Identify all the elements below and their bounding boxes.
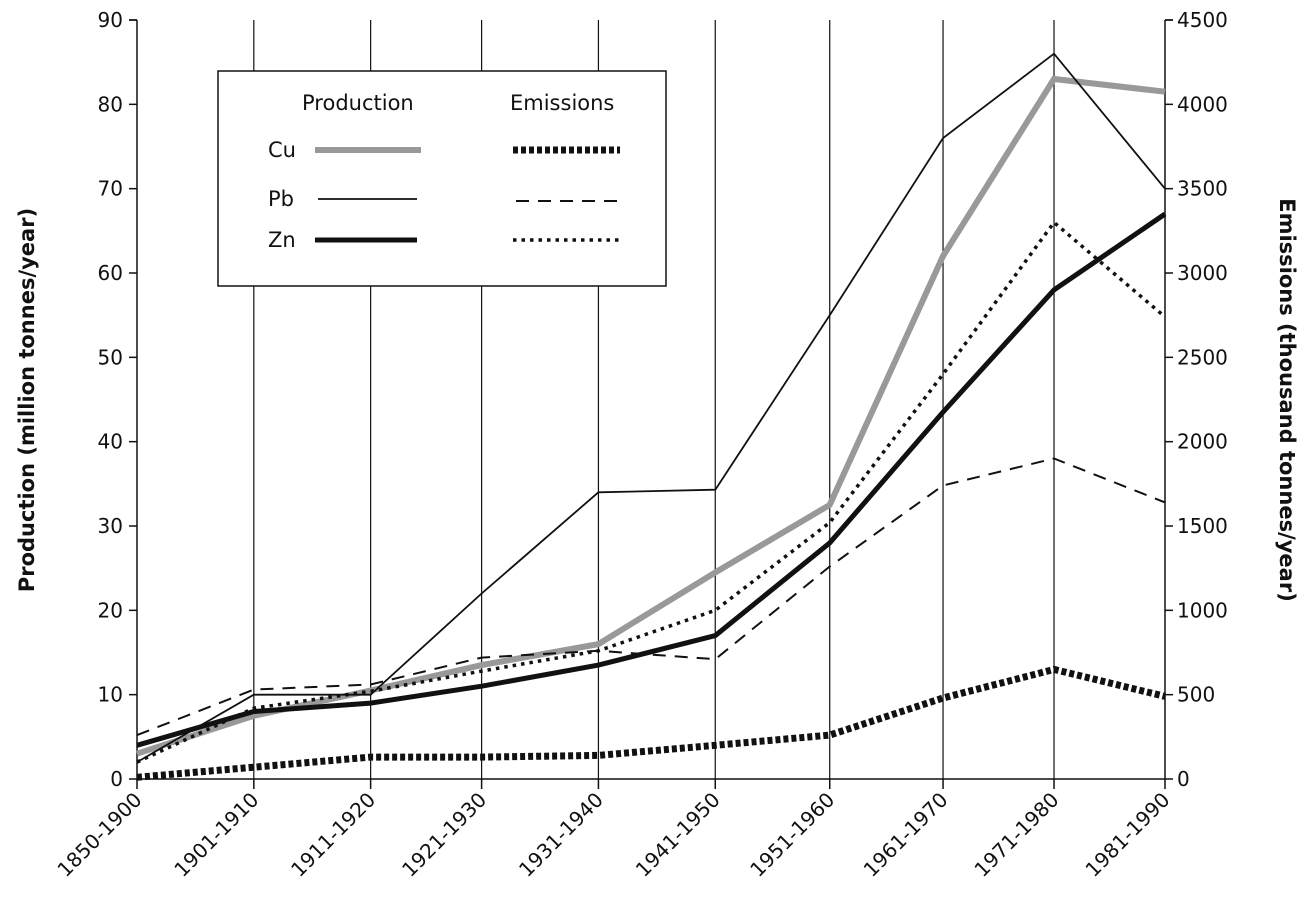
series-lines xyxy=(136,52,1167,781)
right-tick-label-3000: 3000 xyxy=(1177,261,1228,285)
x-tick-label-1951-1960: 1951-1960 xyxy=(745,788,839,882)
right-axis-ticks: 0 500 1000 1500 2000 2500 3000 3500 4000 4500 xyxy=(1165,8,1228,791)
legend-emissions-header: Emissions xyxy=(510,91,614,115)
legend-label-pb: Pb xyxy=(268,187,294,211)
x-tick-label-1981-1990: 1981-1990 xyxy=(1080,788,1174,882)
left-tick-label-30: 30 xyxy=(98,514,123,538)
x-tick-label-1921-1930: 1921-1930 xyxy=(397,788,491,882)
right-tick-label-3500: 3500 xyxy=(1177,177,1228,201)
x-tick-label-1931-1940: 1931-1940 xyxy=(514,788,608,882)
legend-label-cu: Cu xyxy=(268,138,296,162)
left-tick-label-60: 60 xyxy=(98,261,123,285)
legend-production-header: Production xyxy=(302,91,414,115)
right-tick-label-2500: 2500 xyxy=(1177,345,1228,369)
legend: Production Emissions Cu Pb Zn xyxy=(217,70,667,287)
x-tick-label-1901-1910: 1901-1910 xyxy=(169,788,263,882)
left-tick-label-90: 90 xyxy=(98,8,123,32)
series-line-zn-production xyxy=(136,211,1167,748)
right-tick-label-1000: 1000 xyxy=(1177,598,1228,622)
right-tick-label-2000: 2000 xyxy=(1177,430,1228,454)
left-tick-label-10: 10 xyxy=(98,683,123,707)
x-tick-label-1971-1980: 1971-1980 xyxy=(970,788,1064,882)
legend-label-zn: Zn xyxy=(268,228,296,252)
left-tick-label-20: 20 xyxy=(98,598,123,622)
series-line-pb-emissions xyxy=(136,457,1166,737)
right-tick-label-4500: 4500 xyxy=(1177,8,1228,32)
right-tick-label-4000: 4000 xyxy=(1177,92,1228,116)
x-tick-label-1961-1970: 1961-1970 xyxy=(859,788,953,882)
x-tick-label-1941-1950: 1941-1950 xyxy=(631,788,725,882)
series-line-zn-emissions xyxy=(136,219,1167,764)
left-tick-label-80: 80 xyxy=(98,92,123,116)
right-tick-label-1500: 1500 xyxy=(1177,514,1228,538)
right-tick-label-500: 500 xyxy=(1177,683,1215,707)
series-line-pb-production xyxy=(136,52,1166,763)
left-axis-ticks: 0 10 20 30 40 50 60 70 80 90 xyxy=(98,8,137,791)
left-tick-label-0: 0 xyxy=(110,767,123,791)
left-axis-title: Production (million tonnes/year) xyxy=(15,208,39,592)
series-line-cu-emissions xyxy=(136,665,1166,781)
x-axis-ticks: 1850-1900 1901-1910 1911-1920 1921-1930 1931… xyxy=(52,779,1175,882)
left-tick-label-70: 70 xyxy=(98,177,123,201)
left-tick-label-40: 40 xyxy=(98,430,123,454)
right-axis-title: Emissions (thousand tonnes/year) xyxy=(1275,198,1299,602)
series-line-cu-production xyxy=(136,75,1166,757)
left-tick-label-50: 50 xyxy=(98,345,123,369)
x-tick-label-1911-1920: 1911-1920 xyxy=(286,788,380,882)
legend-box xyxy=(217,70,667,287)
x-tick-label-1850-1900: 1850-1900 xyxy=(52,788,146,882)
right-tick-label-0: 0 xyxy=(1177,767,1190,791)
